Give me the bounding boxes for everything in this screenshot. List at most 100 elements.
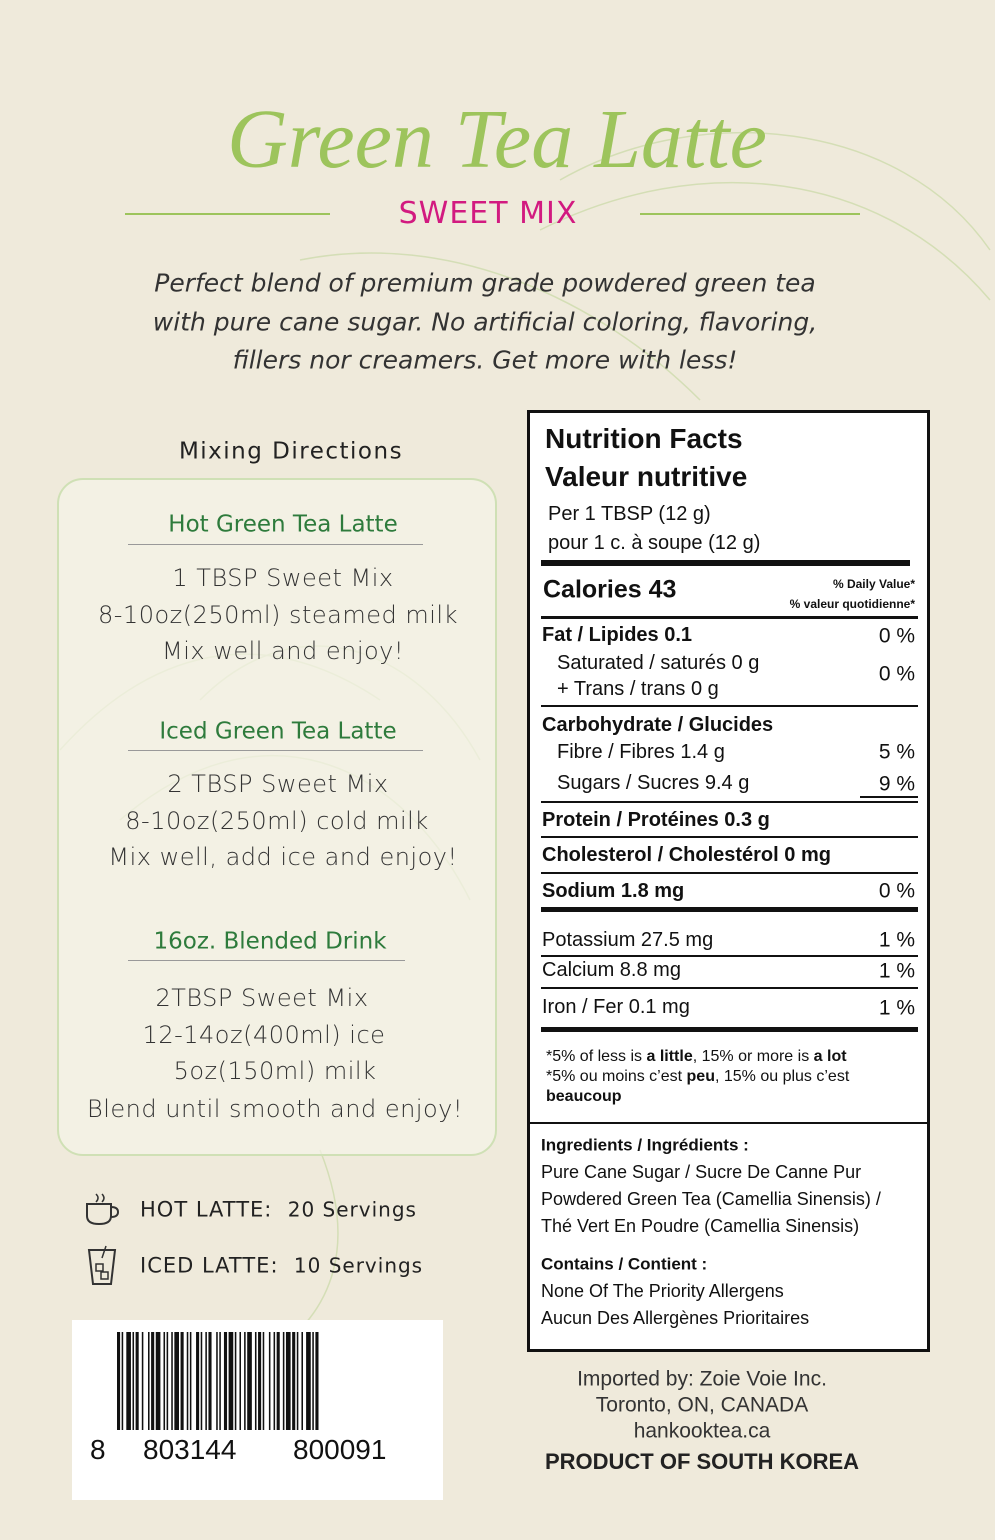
directions-box [57, 478, 497, 1156]
barcode [117, 1332, 319, 1430]
nutrient: Carbohydrate / Glucides [542, 714, 774, 736]
daily-value: 5 % [878, 740, 915, 764]
contains-title: Contains / Contient : [541, 1254, 708, 1274]
barcode-bar [163, 1332, 166, 1430]
nutrient: Protein / Protéines 0.3 g [542, 809, 770, 831]
rule [640, 213, 860, 215]
nutrient: Calcium 8.8 mg [542, 959, 681, 981]
barcode-bar [132, 1332, 135, 1430]
servings: ICED LATTE: 10 Servings [140, 1253, 424, 1278]
barcode-bar [186, 1332, 189, 1430]
hot-cup-icon [86, 1193, 120, 1226]
barcode-bar [121, 1332, 124, 1430]
rule [541, 705, 918, 707]
section-heading: Hot Green Tea Latte [168, 511, 398, 538]
serving-size: Per 1 TBSP (12 g) [548, 503, 711, 525]
barcode-bar [205, 1332, 207, 1430]
barcode-bar [180, 1332, 184, 1430]
barcode-bar [244, 1332, 246, 1430]
ingredients-title: Ingredients / Ingrédients : [541, 1135, 749, 1155]
footnote-bold: peu [686, 1068, 715, 1085]
ingredient: Thé Vert En Poudre (Camellia Sinensis) [541, 1216, 860, 1236]
barcode-bar [189, 1332, 192, 1430]
direction-line: 2TBSP Sweet Mix [155, 984, 369, 1012]
nutrient: + Trans / trans 0 g [557, 678, 719, 700]
barcode-bar [312, 1332, 314, 1430]
barcode-bar [166, 1332, 169, 1430]
footnote: *5% of less is a little, 15% or more is … [546, 1049, 847, 1065]
rule [541, 987, 918, 989]
direction-line: Mix well, add ice and enjoy! [108, 843, 458, 871]
nutrient: Iron / Fer 0.1 mg [542, 996, 690, 1018]
barcode-bar [315, 1332, 319, 1430]
nutrient: Fibre / Fibres 1.4 g [557, 741, 725, 763]
nutrient: Sodium 1.8 mg [542, 880, 685, 902]
barcode-bar [247, 1332, 252, 1430]
rule [125, 213, 330, 215]
servings-value: 20 Servings [287, 1197, 417, 1222]
footnote-text: , 15% ou plus c’est [714, 1068, 850, 1085]
rule [541, 801, 918, 803]
servings-label: HOT LATTE: [140, 1197, 273, 1222]
barcode-bar [141, 1332, 144, 1430]
title: Green Tea Latte [227, 93, 767, 186]
daily-value: 1 % [878, 928, 915, 952]
origin: PRODUCT OF SOUTH KOREA [544, 1449, 860, 1474]
barcode-bar [135, 1332, 139, 1430]
barcode-bar [268, 1332, 271, 1430]
rule [530, 1122, 927, 1124]
barcode-digits: 800091 [293, 1434, 387, 1465]
nutrient: Cholesterol / Cholestérol 0 mg [542, 844, 831, 866]
barcode-bar [306, 1332, 311, 1430]
direction-line: 1 TBSP Sweet Mix [172, 564, 394, 592]
direction-line: 8-10oz(250ml) cold milk [125, 807, 429, 835]
footnote-bold: a lot [813, 1048, 847, 1065]
daily-value: 1 % [878, 996, 915, 1020]
barcode-bar [292, 1332, 296, 1430]
contains-line: None Of The Priority Allergens [541, 1281, 784, 1301]
description: Perfect blend of premium grade powdered … [154, 268, 816, 298]
barcode-bar [155, 1332, 161, 1430]
barcode-bar [148, 1332, 150, 1430]
barcode-bar [196, 1332, 200, 1430]
direction-line: 2 TBSP Sweet Mix [167, 770, 389, 798]
barcode-bar [216, 1332, 218, 1430]
barcode-bar [254, 1332, 257, 1430]
barcode-bar [208, 1332, 212, 1430]
barcode-bar [117, 1332, 121, 1430]
rule [541, 836, 918, 838]
servings-value: 10 Servings [293, 1253, 424, 1278]
barcode-bar [282, 1332, 285, 1430]
barcode-bar [239, 1332, 241, 1430]
footnote-text: , 15% or more is [692, 1048, 814, 1065]
nutrient: Sugars / Sucres 9.4 g [557, 772, 750, 794]
subtitle: SWEET MIX [398, 196, 578, 231]
rule [860, 796, 918, 798]
nutrient: Fat / Lipides 0.1 [542, 624, 693, 646]
barcode-bar [223, 1332, 228, 1430]
barcode-digit: 8 [90, 1434, 106, 1465]
calories: Calories 43 [543, 575, 677, 604]
barcode-bar [126, 1332, 131, 1430]
barcode-bar [273, 1332, 276, 1430]
section-heading: Iced Green Tea Latte [159, 718, 397, 745]
rule [128, 750, 423, 751]
barcode-bar [171, 1332, 173, 1430]
description: with pure cane sugar. No artificial colo… [152, 307, 818, 337]
iced-cup-icon [87, 1245, 117, 1285]
footnote-bold: beaucoup [546, 1088, 622, 1105]
directions-title: Mixing Directions [178, 438, 404, 465]
daily-value: 0 % [878, 662, 915, 686]
rule [541, 955, 918, 957]
footnote-text: *5% of less is [546, 1048, 647, 1065]
direction-line: 12-14oz(400ml) ice [142, 1021, 386, 1049]
nutrient: Potassium 27.5 mg [542, 929, 714, 951]
daily-value: 9 % [878, 772, 915, 796]
barcode-bar [301, 1332, 303, 1430]
importer: Toronto, ON, CANADA [595, 1393, 809, 1417]
rule [128, 544, 423, 545]
dv-header: % Daily Value* [832, 577, 915, 591]
nutrition-title: Nutrition Facts [545, 423, 743, 454]
rule [541, 1027, 918, 1032]
